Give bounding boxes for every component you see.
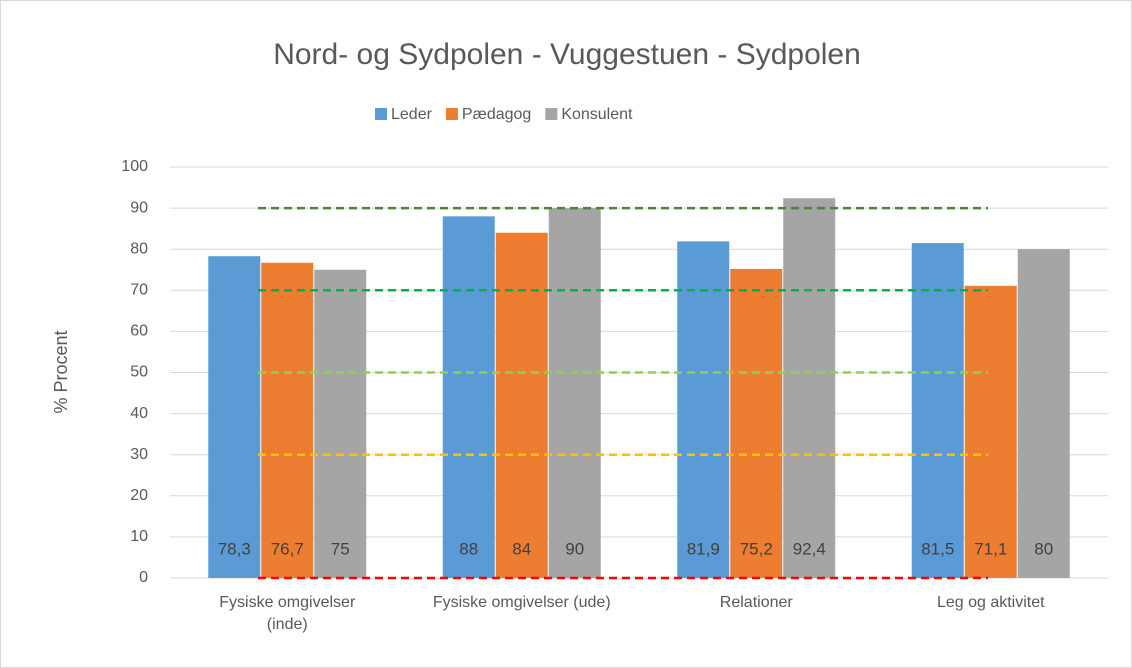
y-tick-label: 70	[130, 282, 148, 299]
data-label: 81,5	[921, 539, 954, 558]
y-axis-label: % Procent	[51, 330, 71, 413]
y-tick-label: 80	[130, 240, 148, 257]
data-label: 78,3	[218, 539, 251, 558]
x-tick-label: Leg og aktivitet	[936, 594, 1045, 611]
bar	[964, 285, 1017, 578]
data-label: 76,7	[271, 539, 304, 558]
data-label: 71,1	[974, 539, 1007, 558]
y-tick-label: 90	[130, 199, 148, 216]
y-tick-label: 20	[130, 487, 148, 504]
data-label: 75	[331, 539, 350, 558]
x-tick-label: Relationer	[719, 594, 793, 611]
data-label: 88	[459, 539, 478, 558]
legend-label: Pædagog	[462, 106, 531, 123]
y-tick-label: 30	[130, 446, 148, 463]
bar	[730, 268, 783, 578]
legend-swatch	[445, 108, 458, 120]
y-tick-label: 40	[130, 405, 148, 422]
legend-swatch	[545, 108, 558, 120]
bar	[677, 241, 730, 579]
bar	[783, 198, 836, 578]
y-tick-label: 50	[130, 364, 148, 381]
bar	[911, 243, 964, 578]
chart-title: Nord- og Sydpolen - Vuggestuen - Sydpole…	[273, 38, 861, 71]
data-label: 92,4	[793, 539, 826, 558]
data-label: 80	[1034, 539, 1053, 558]
legend-swatch	[375, 108, 387, 120]
bar	[548, 208, 601, 578]
y-tick-label: 100	[121, 158, 148, 175]
y-tick-label: 0	[139, 569, 148, 586]
y-tick-label: 10	[130, 528, 148, 545]
data-label: 75,2	[740, 539, 773, 558]
bar	[261, 262, 314, 578]
bar	[314, 269, 367, 578]
data-label: 84	[512, 539, 531, 558]
x-tick-label: Fysiske omgivelser (inde)	[219, 594, 356, 633]
bar	[1017, 249, 1070, 578]
bar	[495, 232, 548, 578]
y-tick-label: 60	[130, 323, 148, 340]
bar	[208, 256, 261, 578]
legend-label: Leder	[391, 106, 433, 123]
data-label: 81,9	[687, 539, 720, 558]
bar	[442, 216, 495, 578]
legend-label: Konsulent	[561, 106, 633, 123]
data-label: 90	[565, 539, 584, 558]
x-tick-label: Fysiske omgivelser (ude)	[432, 594, 611, 611]
